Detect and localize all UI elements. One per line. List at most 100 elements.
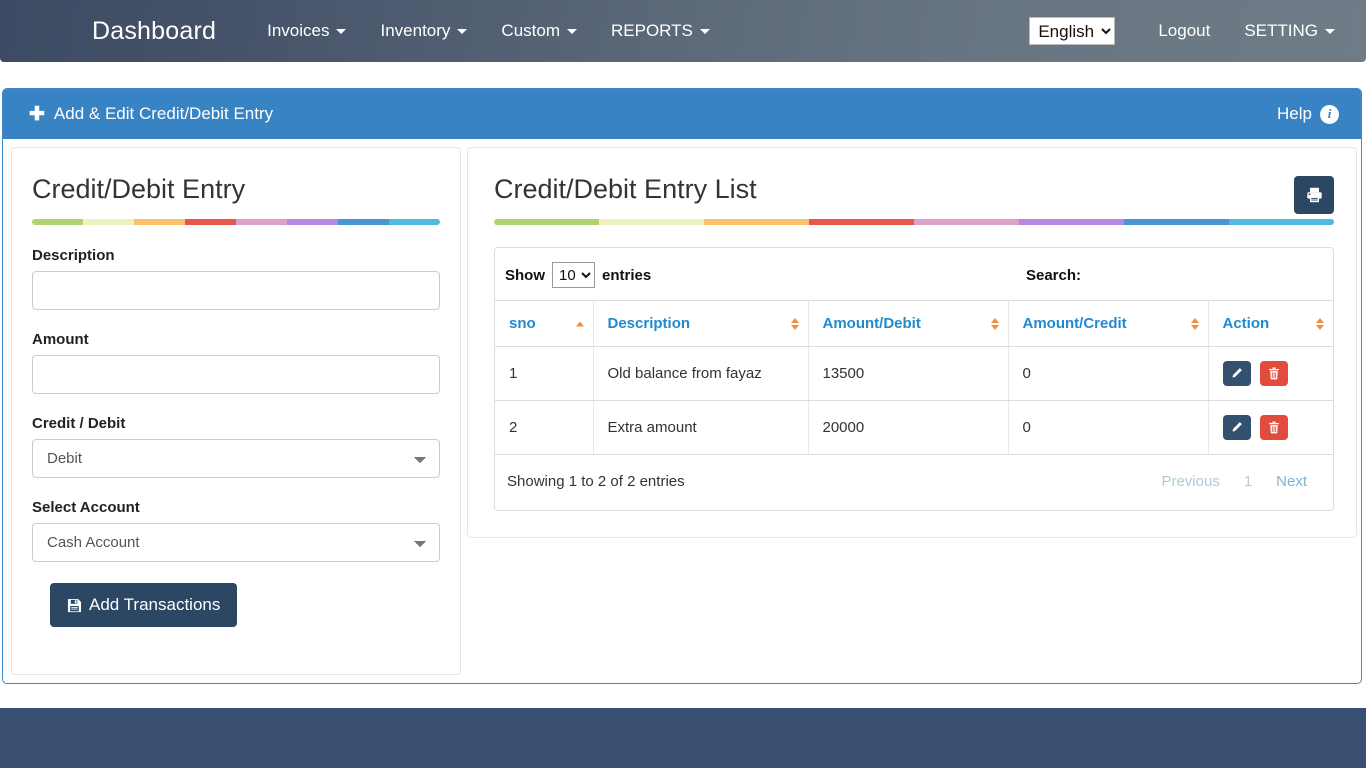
nav-item-reports[interactable]: REPORTS bbox=[594, 21, 727, 41]
main-panel: ✚ Add & Edit Credit/Debit Entry Help i C… bbox=[2, 88, 1362, 684]
chevron-down-icon bbox=[567, 28, 577, 34]
rainbow-divider bbox=[32, 219, 440, 225]
datatable-footer: Showing 1 to 2 of 2 entries Previous 1 N… bbox=[495, 454, 1333, 510]
brand-dashboard-link[interactable]: Dashboard bbox=[92, 16, 217, 45]
search-label: Search: bbox=[1025, 266, 1081, 284]
pagination-page-1[interactable]: 1 bbox=[1243, 473, 1253, 490]
page-content: ✚ Add & Edit Credit/Debit Entry Help i C… bbox=[0, 88, 1366, 684]
cell-amount-credit: 0 bbox=[1008, 346, 1209, 401]
rainbow-divider bbox=[494, 219, 1334, 225]
table-body: 1 Old balance from fayaz 13500 0 bbox=[495, 346, 1333, 454]
nav-item-inventory[interactable]: Inventory bbox=[363, 21, 484, 41]
save-icon bbox=[67, 598, 82, 612]
search-input[interactable] bbox=[1089, 260, 1319, 290]
description-label: Description bbox=[32, 247, 115, 264]
form-title: Credit/Debit Entry bbox=[32, 174, 246, 204]
navbar-left-group: Dashboard Invoices Inventory Custom REPO… bbox=[0, 17, 727, 46]
edit-row-button[interactable] bbox=[1222, 415, 1251, 440]
printer-icon bbox=[1306, 187, 1322, 203]
datatable-wrapper: Show 10 entries Search: bbox=[494, 247, 1334, 511]
page-length-control: Show 10 entries bbox=[505, 262, 651, 288]
entry-list-card: Credit/Debit Entry List bbox=[467, 147, 1357, 538]
account-select[interactable]: Cash Account bbox=[32, 523, 440, 562]
pencil-icon bbox=[1232, 422, 1242, 432]
show-label: Show bbox=[505, 266, 545, 284]
page-length-select[interactable]: 10 bbox=[552, 262, 595, 288]
column-header-amount-debit[interactable]: Amount/Debit bbox=[808, 300, 1009, 347]
pagination-next[interactable]: Next bbox=[1276, 473, 1307, 490]
table-row: 2 Extra amount 20000 0 bbox=[495, 400, 1333, 454]
column-header-action-label: Action bbox=[1222, 315, 1270, 332]
column-header-description[interactable]: Description bbox=[593, 300, 809, 347]
edit-row-button[interactable] bbox=[1222, 361, 1251, 386]
chevron-down-icon bbox=[336, 28, 347, 34]
cell-sno: 1 bbox=[495, 346, 594, 401]
nav-item-reports-label: REPORTS bbox=[611, 21, 693, 40]
column-header-amount-credit-label: Amount/Credit bbox=[1022, 315, 1127, 332]
page-footer bbox=[0, 708, 1366, 768]
help-label: Help bbox=[1277, 104, 1312, 123]
list-title: Credit/Debit Entry List bbox=[494, 174, 757, 204]
cell-amount-credit: 0 bbox=[1008, 400, 1209, 454]
cell-amount-debit: 13500 bbox=[808, 346, 1009, 401]
cell-action bbox=[1208, 400, 1333, 454]
select-account-label: Select Account bbox=[32, 499, 140, 516]
table-head: sno Description bbox=[495, 300, 1333, 347]
cell-sno: 2 bbox=[495, 400, 594, 454]
sort-both-icon bbox=[1316, 317, 1324, 330]
cell-action bbox=[1208, 346, 1333, 401]
chevron-down-icon bbox=[699, 28, 710, 34]
cell-description: Extra amount bbox=[593, 400, 809, 454]
column-header-action[interactable]: Action bbox=[1208, 300, 1333, 347]
info-circle-icon: i bbox=[1320, 104, 1339, 124]
nav-item-setting[interactable]: SETTING bbox=[1227, 21, 1352, 41]
nav-item-custom-label: Custom bbox=[501, 21, 560, 40]
sort-both-icon bbox=[1190, 317, 1199, 330]
column-header-sno[interactable]: sno bbox=[495, 300, 594, 347]
print-button[interactable] bbox=[1294, 176, 1334, 214]
panel-heading: ✚ Add & Edit Credit/Debit Entry Help i bbox=[3, 89, 1361, 139]
table-header-row: sno Description bbox=[495, 300, 1333, 347]
column-header-description-label: Description bbox=[607, 315, 691, 332]
chevron-down-icon bbox=[457, 28, 468, 34]
nav-item-inventory-label: Inventory bbox=[380, 21, 451, 40]
delete-row-button[interactable] bbox=[1259, 415, 1288, 440]
column-header-amount-debit-label: Amount/Debit bbox=[822, 315, 921, 332]
pencil-icon bbox=[1232, 368, 1242, 378]
add-transactions-button[interactable]: Add Transactions bbox=[50, 583, 238, 627]
entries-label: entries bbox=[602, 266, 652, 284]
sort-both-icon bbox=[990, 317, 999, 330]
nav-item-custom[interactable]: Custom bbox=[484, 21, 594, 41]
entry-form-card: Credit/Debit Entry Description Amount Cr… bbox=[11, 147, 461, 675]
plus-icon: ✚ bbox=[29, 103, 45, 125]
top-navbar: Dashboard Invoices Inventory Custom REPO… bbox=[0, 0, 1366, 62]
column-header-amount-credit[interactable]: Amount/Credit bbox=[1008, 300, 1209, 347]
entries-table: sno Description bbox=[495, 300, 1333, 454]
language-select[interactable]: English bbox=[1029, 17, 1116, 45]
table-row: 1 Old balance from fayaz 13500 0 bbox=[495, 346, 1333, 401]
amount-input[interactable] bbox=[32, 355, 440, 394]
help-link[interactable]: Help i bbox=[1277, 104, 1339, 124]
credit-debit-select[interactable]: Debit bbox=[32, 439, 440, 478]
description-input[interactable] bbox=[32, 271, 440, 310]
panel-body: Credit/Debit Entry Description Amount Cr… bbox=[3, 139, 1361, 683]
logout-link[interactable]: Logout bbox=[1158, 21, 1211, 40]
trash-icon bbox=[1268, 421, 1279, 434]
column-header-sno-label: sno bbox=[509, 315, 536, 332]
table-info: Showing 1 to 2 of 2 entries bbox=[507, 473, 685, 490]
cell-description: Old balance from fayaz bbox=[593, 346, 809, 401]
datatable-toolbar: Show 10 entries Search: bbox=[495, 248, 1333, 300]
nav-item-invoices[interactable]: Invoices bbox=[250, 21, 363, 41]
credit-debit-label: Credit / Debit bbox=[32, 415, 126, 432]
chevron-down-icon bbox=[1325, 28, 1335, 34]
sort-asc-icon bbox=[575, 321, 584, 326]
navbar-right-group: English Logout SETTING bbox=[1029, 17, 1352, 45]
trash-icon bbox=[1268, 367, 1279, 380]
amount-label: Amount bbox=[32, 331, 89, 348]
search-control: Search: bbox=[1026, 260, 1319, 290]
nav-item-invoices-label: Invoices bbox=[267, 21, 330, 40]
panel-heading-left: ✚ Add & Edit Credit/Debit Entry bbox=[29, 104, 273, 124]
delete-row-button[interactable] bbox=[1259, 361, 1288, 386]
pagination-previous[interactable]: Previous bbox=[1161, 473, 1220, 490]
panel-heading-title: Add & Edit Credit/Debit Entry bbox=[53, 104, 274, 123]
